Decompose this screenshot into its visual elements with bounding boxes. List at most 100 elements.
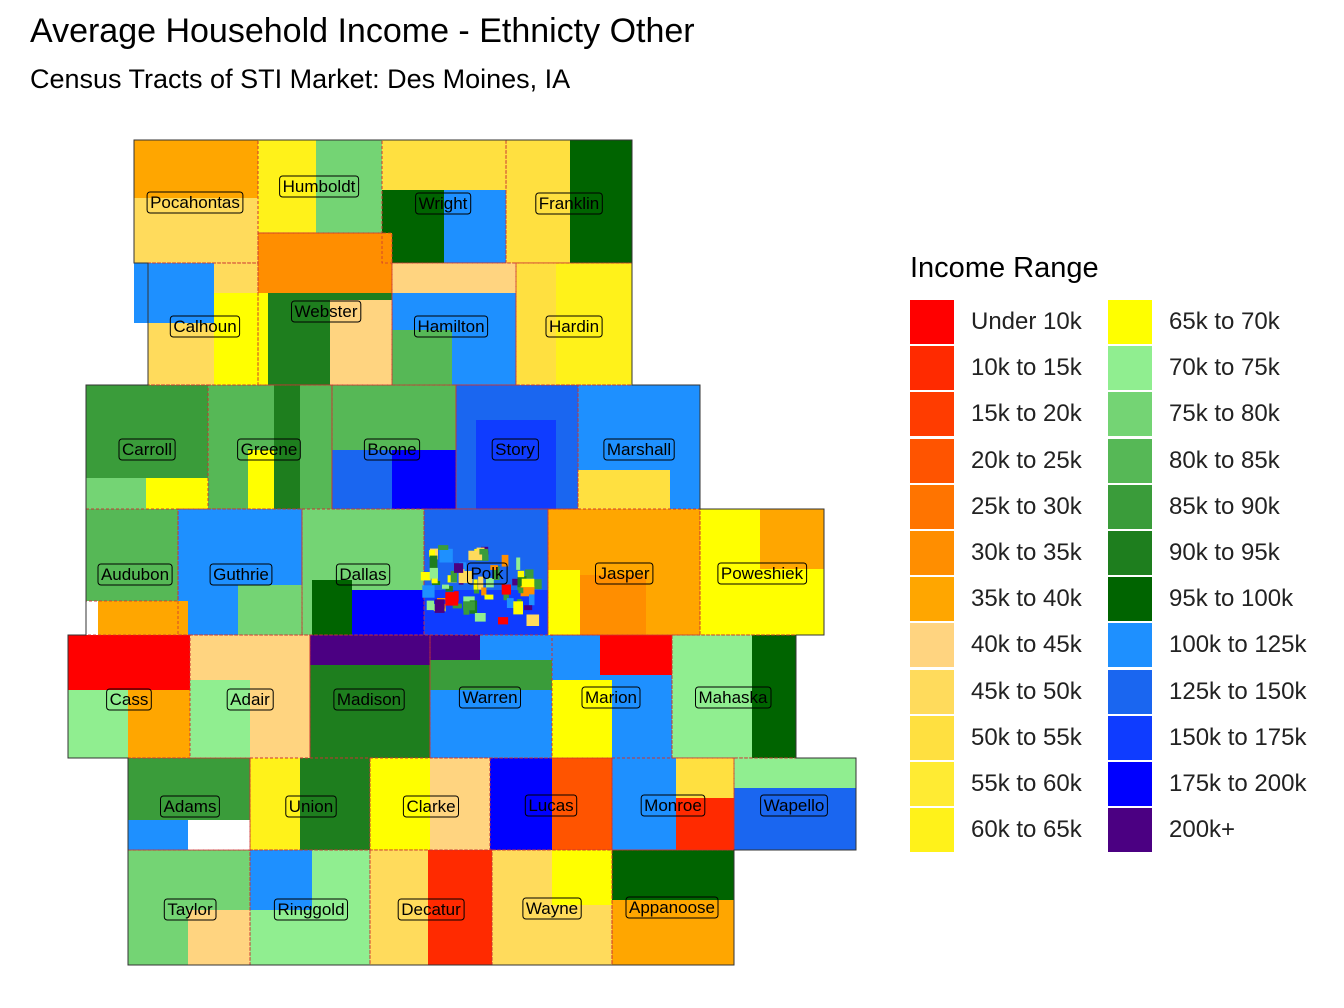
county-label-box [545, 315, 603, 338]
county-label-box [415, 192, 472, 215]
county-label-guthrie: Guthrie [209, 563, 273, 586]
metro-tract [458, 571, 473, 584]
metro-tract [473, 587, 480, 594]
county-label-franklin: Franklin [535, 192, 603, 215]
census-tract-webster [258, 233, 392, 293]
county-label-boone: Boone [363, 438, 421, 461]
census-tract-clarke [430, 758, 490, 850]
county-label-text: Audubon [101, 565, 169, 584]
county-label-polk: Polk [467, 562, 508, 585]
legend-swatch [1108, 346, 1152, 391]
metro-tract [493, 566, 500, 580]
metro-tract [517, 570, 525, 578]
county-label-text: Polk [470, 564, 504, 583]
legend-swatch [1108, 531, 1152, 575]
legend-item: 125k to 150k [1108, 669, 1308, 716]
census-tract-adair [190, 680, 250, 758]
county-label-box [106, 688, 152, 711]
legend-label: 20k to 25k [971, 446, 1082, 474]
county-label-madison: Madison [333, 688, 405, 711]
map-title: Average Household Income - Ethnicty Othe… [30, 12, 695, 50]
legend-label: 125k to 150k [1169, 677, 1307, 705]
county-label-lucas: Lucas [524, 794, 578, 817]
metro-tract [420, 572, 431, 581]
county-label-taylor: Taylor [163, 898, 217, 921]
legend-item: Under 10k [910, 300, 1110, 346]
census-tract-greene [274, 385, 300, 509]
legend-item: 15k to 20k [910, 392, 1110, 438]
legend-item: 60k to 65k [910, 808, 1110, 854]
legend-swatch [910, 808, 954, 853]
county-label-box [491, 438, 539, 461]
legend-item: 90k to 95k [1108, 531, 1308, 577]
county-label-text: Poweshiek [721, 564, 804, 583]
metro-tract [525, 569, 534, 579]
legend-item: 95k to 100k [1108, 577, 1308, 623]
county-label-box [335, 563, 391, 586]
legend-swatch [1108, 438, 1152, 483]
census-tract-hamilton [392, 263, 516, 293]
legend-swatch [1108, 392, 1152, 437]
legend-item: 45k to 50k [910, 669, 1110, 716]
census-tract-decatur [370, 850, 428, 965]
map-subtitle: Census Tracts of STI Market: Des Moines,… [30, 64, 571, 94]
legend-swatch [910, 392, 954, 437]
legend-swatch [910, 346, 954, 391]
county-label-ringgold: Ringgold [273, 898, 348, 921]
county-label-box [285, 795, 337, 818]
county-label-box [640, 794, 706, 817]
metro-tract [503, 594, 509, 601]
county-label-webster: Webster [291, 300, 362, 323]
census-tract-humboldt [316, 140, 382, 233]
county-label-poweshiek: Poweshiek [717, 562, 808, 585]
census-tract-audubon [98, 601, 188, 635]
county-label-text: Appanoose [629, 898, 715, 917]
county-label-text: Madison [337, 690, 401, 709]
legend-label: 45k to 50k [971, 677, 1082, 705]
metro-tract [434, 599, 445, 613]
census-tract-guthrie [238, 585, 302, 635]
legend-label: 65k to 70k [1169, 308, 1280, 335]
metro-tract [463, 607, 470, 615]
county-label-box [291, 300, 362, 323]
county-label-wright: Wright [415, 192, 472, 215]
county-label-box [595, 562, 654, 585]
census-tract-appanoose [670, 900, 734, 965]
county-label-text: Hamilton [417, 317, 484, 336]
legend-swatch [910, 438, 954, 483]
county-label-text: Lucas [528, 796, 573, 815]
legend-title: Income Range [910, 252, 1099, 284]
metro-tract [479, 548, 488, 555]
county-label-text: Taylor [167, 900, 213, 919]
county-label-box [458, 686, 521, 709]
county-label-text: Hardin [549, 317, 599, 336]
county-label-union: Union [285, 795, 337, 818]
county-label-box [163, 898, 217, 921]
county-label-carroll: Carroll [118, 438, 176, 461]
county-label-box [279, 175, 360, 198]
county-label-text: Mahaska [699, 688, 769, 707]
census-tract-cass [128, 690, 190, 758]
census-tract-wright [382, 140, 506, 190]
census-tract-franklin [570, 140, 632, 263]
metro-tract [524, 605, 533, 611]
census-tract-union [300, 758, 370, 850]
county-label-appanoose: Appanoose [625, 896, 719, 919]
legend-label: 25k to 30k [971, 492, 1082, 520]
county-label-box [363, 438, 421, 461]
county-label-box [237, 438, 301, 461]
census-tract-dallas [352, 590, 424, 635]
legend-swatch [1108, 715, 1152, 760]
metro-tract [429, 567, 438, 579]
legend-label: 55k to 60k [971, 770, 1082, 797]
census-tract-marion [600, 635, 672, 675]
legend-item: 40k to 45k [910, 623, 1110, 669]
census-tract-cass [68, 635, 190, 690]
legend-item: 200k+ [1108, 808, 1308, 854]
legend-item: 80k to 85k [1108, 438, 1308, 485]
legend-swatch [1108, 577, 1152, 622]
legend-item: 50k to 55k [910, 715, 1110, 762]
legend-swatch [1108, 762, 1152, 806]
legend-label: 85k to 90k [1169, 492, 1280, 520]
legend-label: 30k to 35k [971, 539, 1082, 566]
